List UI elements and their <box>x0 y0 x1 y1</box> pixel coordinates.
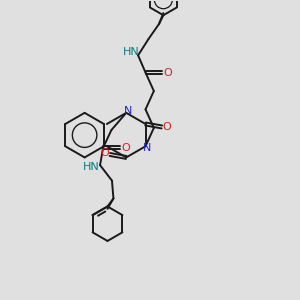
Text: O: O <box>122 143 130 153</box>
Text: N: N <box>143 143 151 153</box>
Text: N: N <box>124 106 132 116</box>
Text: HN: HN <box>83 162 100 172</box>
Text: O: O <box>164 68 172 78</box>
Text: O: O <box>163 122 172 132</box>
Text: HN: HN <box>123 47 140 57</box>
Text: O: O <box>100 148 109 158</box>
